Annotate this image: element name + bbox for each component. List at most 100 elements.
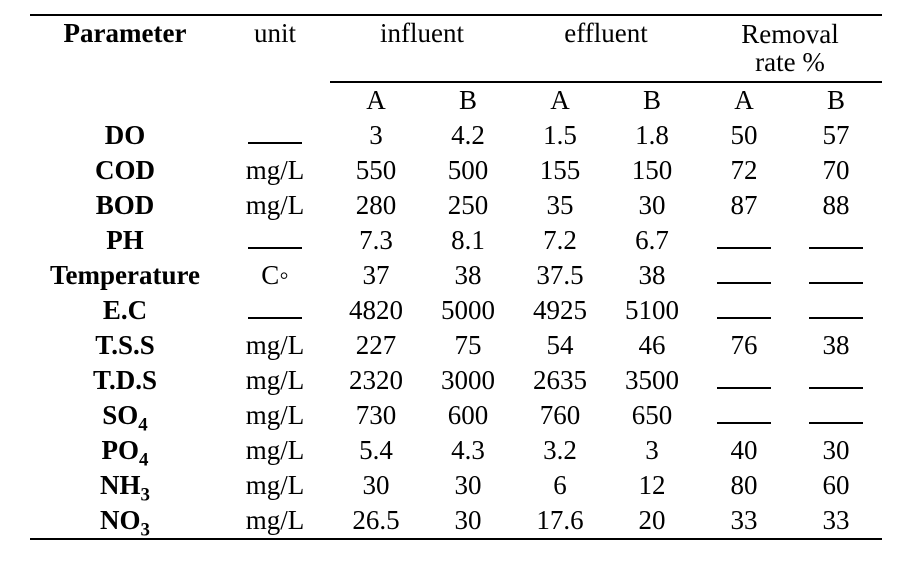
cell-effluent-b: 650 [606, 398, 698, 433]
cell-param: PO4 [30, 433, 220, 468]
cell-removal-a [698, 398, 790, 433]
colgroup-removal: Removalrate % [698, 15, 882, 82]
cell-unit: mg/L [220, 188, 330, 223]
table-row: PO4mg/L5.44.33.234030 [30, 433, 882, 468]
cell-param: SO4 [30, 398, 220, 433]
cell-influent-a: 4820 [330, 293, 422, 328]
cell-removal-b: 57 [790, 118, 882, 153]
cell-effluent-b: 5100 [606, 293, 698, 328]
cell-param: T.D.S [30, 363, 220, 398]
cell-influent-b: 500 [422, 153, 514, 188]
cell-param: DO [30, 118, 220, 153]
cell-influent-b: 30 [422, 468, 514, 503]
cell-influent-b: 5000 [422, 293, 514, 328]
cell-effluent-b: 12 [606, 468, 698, 503]
cell-influent-b: 4.3 [422, 433, 514, 468]
cell-unit: mg/L [220, 503, 330, 539]
cell-influent-a: 5.4 [330, 433, 422, 468]
cell-removal-b [790, 363, 882, 398]
col-parameter: Parameter [30, 15, 220, 118]
cell-effluent-a: 54 [514, 328, 606, 363]
cell-param: T.S.S [30, 328, 220, 363]
cell-effluent-a: 4925 [514, 293, 606, 328]
table-row: T.D.Smg/L2320300026353500 [30, 363, 882, 398]
cell-effluent-b: 46 [606, 328, 698, 363]
water-quality-table: Parameter unit influent effluent Removal… [30, 14, 882, 540]
cell-removal-a: 87 [698, 188, 790, 223]
cell-effluent-a: 37.5 [514, 258, 606, 293]
cell-effluent-b: 38 [606, 258, 698, 293]
cell-effluent-a: 1.5 [514, 118, 606, 153]
cell-influent-a: 3 [330, 118, 422, 153]
cell-effluent-a: 35 [514, 188, 606, 223]
cell-unit [220, 223, 330, 258]
table-row: BODmg/L28025035308788 [30, 188, 882, 223]
cell-removal-a: 72 [698, 153, 790, 188]
sub-effluent-b: B [606, 82, 698, 118]
cell-effluent-b: 3 [606, 433, 698, 468]
cell-param: Temperature [30, 258, 220, 293]
sub-influent-a: A [330, 82, 422, 118]
cell-influent-b: 8.1 [422, 223, 514, 258]
cell-effluent-a: 7.2 [514, 223, 606, 258]
cell-removal-a [698, 258, 790, 293]
sub-influent-b: B [422, 82, 514, 118]
cell-effluent-b: 3500 [606, 363, 698, 398]
cell-removal-b: 38 [790, 328, 882, 363]
colgroup-effluent: effluent [514, 15, 698, 82]
cell-influent-b: 75 [422, 328, 514, 363]
cell-unit: mg/L [220, 153, 330, 188]
cell-influent-a: 730 [330, 398, 422, 433]
cell-param: BOD [30, 188, 220, 223]
cell-param: PH [30, 223, 220, 258]
sub-effluent-a: A [514, 82, 606, 118]
cell-removal-b: 33 [790, 503, 882, 539]
cell-effluent-a: 3.2 [514, 433, 606, 468]
cell-removal-b: 88 [790, 188, 882, 223]
cell-influent-a: 227 [330, 328, 422, 363]
cell-influent-b: 600 [422, 398, 514, 433]
cell-removal-b [790, 223, 882, 258]
cell-effluent-b: 1.8 [606, 118, 698, 153]
cell-param: E.C [30, 293, 220, 328]
cell-removal-a [698, 363, 790, 398]
table-row: PH7.38.17.26.7 [30, 223, 882, 258]
table-row: CODmg/L5505001551507270 [30, 153, 882, 188]
cell-influent-a: 30 [330, 468, 422, 503]
cell-effluent-b: 20 [606, 503, 698, 539]
table-row: SO4mg/L730600760650 [30, 398, 882, 433]
cell-removal-b [790, 258, 882, 293]
cell-influent-b: 4.2 [422, 118, 514, 153]
cell-removal-a [698, 223, 790, 258]
cell-effluent-a: 17.6 [514, 503, 606, 539]
cell-influent-a: 37 [330, 258, 422, 293]
cell-effluent-a: 155 [514, 153, 606, 188]
table-row: TemperatureC◦373837.538 [30, 258, 882, 293]
cell-unit: mg/L [220, 363, 330, 398]
cell-influent-b: 30 [422, 503, 514, 539]
cell-unit: mg/L [220, 468, 330, 503]
cell-unit [220, 118, 330, 153]
cell-removal-a: 40 [698, 433, 790, 468]
cell-removal-b: 60 [790, 468, 882, 503]
cell-removal-b [790, 398, 882, 433]
cell-unit [220, 293, 330, 328]
cell-removal-a: 50 [698, 118, 790, 153]
cell-param: NO3 [30, 503, 220, 539]
cell-influent-b: 3000 [422, 363, 514, 398]
cell-influent-a: 280 [330, 188, 422, 223]
cell-influent-b: 38 [422, 258, 514, 293]
cell-effluent-b: 30 [606, 188, 698, 223]
table-row: NH3mg/L30306128060 [30, 468, 882, 503]
cell-removal-b [790, 293, 882, 328]
cell-effluent-a: 760 [514, 398, 606, 433]
cell-removal-a [698, 293, 790, 328]
cell-influent-a: 550 [330, 153, 422, 188]
sub-removal-b: B [790, 82, 882, 118]
cell-effluent-b: 6.7 [606, 223, 698, 258]
table-row: DO 34.21.51.85057 [30, 118, 882, 153]
cell-effluent-a: 2635 [514, 363, 606, 398]
cell-influent-a: 26.5 [330, 503, 422, 539]
table-row: T.S.Smg/L2277554467638 [30, 328, 882, 363]
cell-removal-b: 30 [790, 433, 882, 468]
